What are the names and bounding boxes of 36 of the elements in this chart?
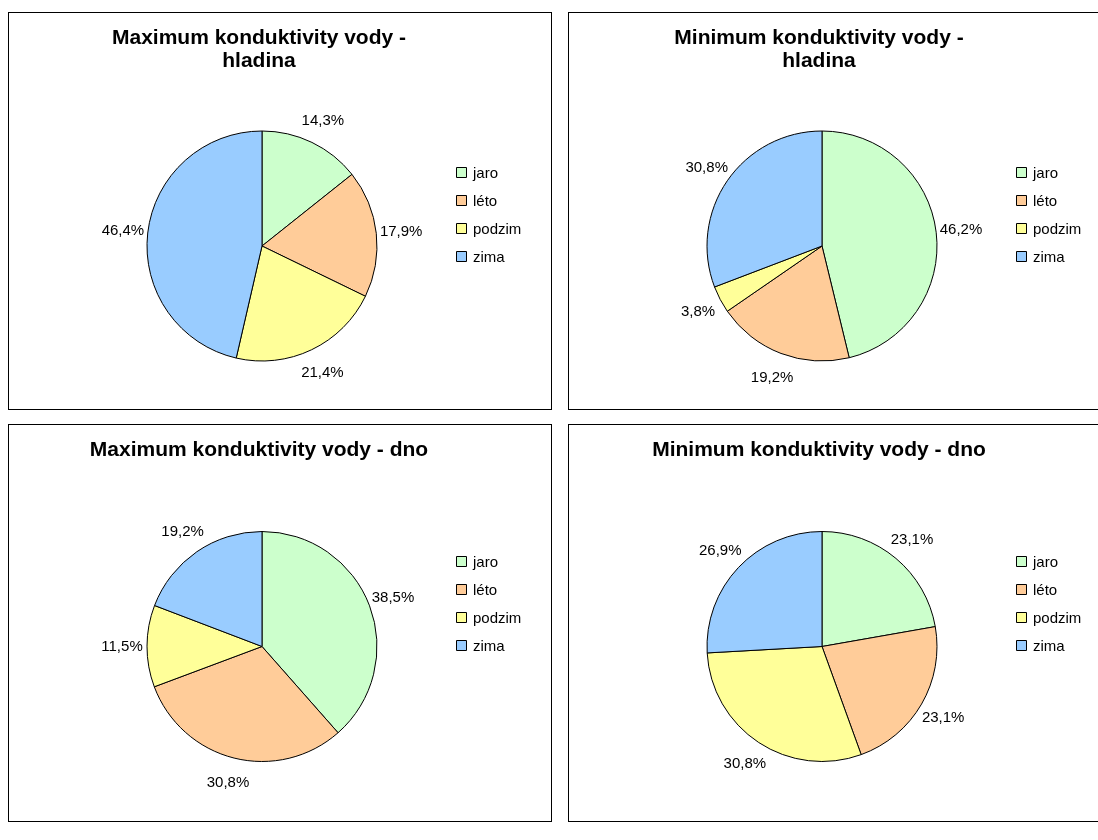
data-label: 11,5% [101, 637, 143, 655]
data-label: 21,4% [301, 363, 344, 381]
data-label: 14,3% [301, 110, 345, 128]
data-label: 23,1% [921, 707, 965, 725]
legend-label: léto [473, 191, 498, 209]
data-label: 17,9% [379, 221, 423, 239]
legend-label: léto [473, 580, 498, 598]
chart-title: Maximum konduktivity vody - hladina [111, 25, 407, 71]
legend-label: jaro [1032, 163, 1059, 181]
data-label: 26,9% [699, 541, 742, 559]
chart-title: Minimum konduktivity vody - dno [652, 437, 986, 460]
data-label: 30,8% [685, 157, 728, 175]
data-label: 19,2% [161, 522, 204, 540]
data-label: 46,2% [939, 220, 983, 238]
legend-label: léto [1033, 191, 1058, 209]
data-label: 3,8% [680, 302, 716, 320]
legend-label: podzim [473, 608, 522, 626]
legend-label: podzim [1033, 219, 1082, 237]
data-label: 19,2% [750, 367, 794, 385]
legend-label: jaro [472, 552, 499, 570]
data-label: 30,8% [206, 773, 250, 791]
data-label: 23,1% [890, 530, 934, 548]
legend-label: léto [1033, 580, 1058, 598]
legend-label: jaro [472, 163, 499, 181]
data-label: 38,5% [371, 588, 415, 606]
chart-title: Maximum konduktivity vody - dno [89, 437, 429, 460]
data-label: 46,4% [101, 221, 145, 239]
legend-label: podzim [473, 219, 522, 237]
legend-label: zima [473, 247, 506, 265]
legend-label: zima [473, 636, 506, 654]
chart-title: Minimum konduktivity vody - hladina [674, 25, 964, 71]
legend-label: podzim [1033, 608, 1082, 626]
legend-label: zima [1033, 247, 1066, 265]
legend-label: zima [1033, 636, 1066, 654]
legend-label: jaro [1032, 552, 1059, 570]
data-label: 30,8% [723, 754, 767, 772]
